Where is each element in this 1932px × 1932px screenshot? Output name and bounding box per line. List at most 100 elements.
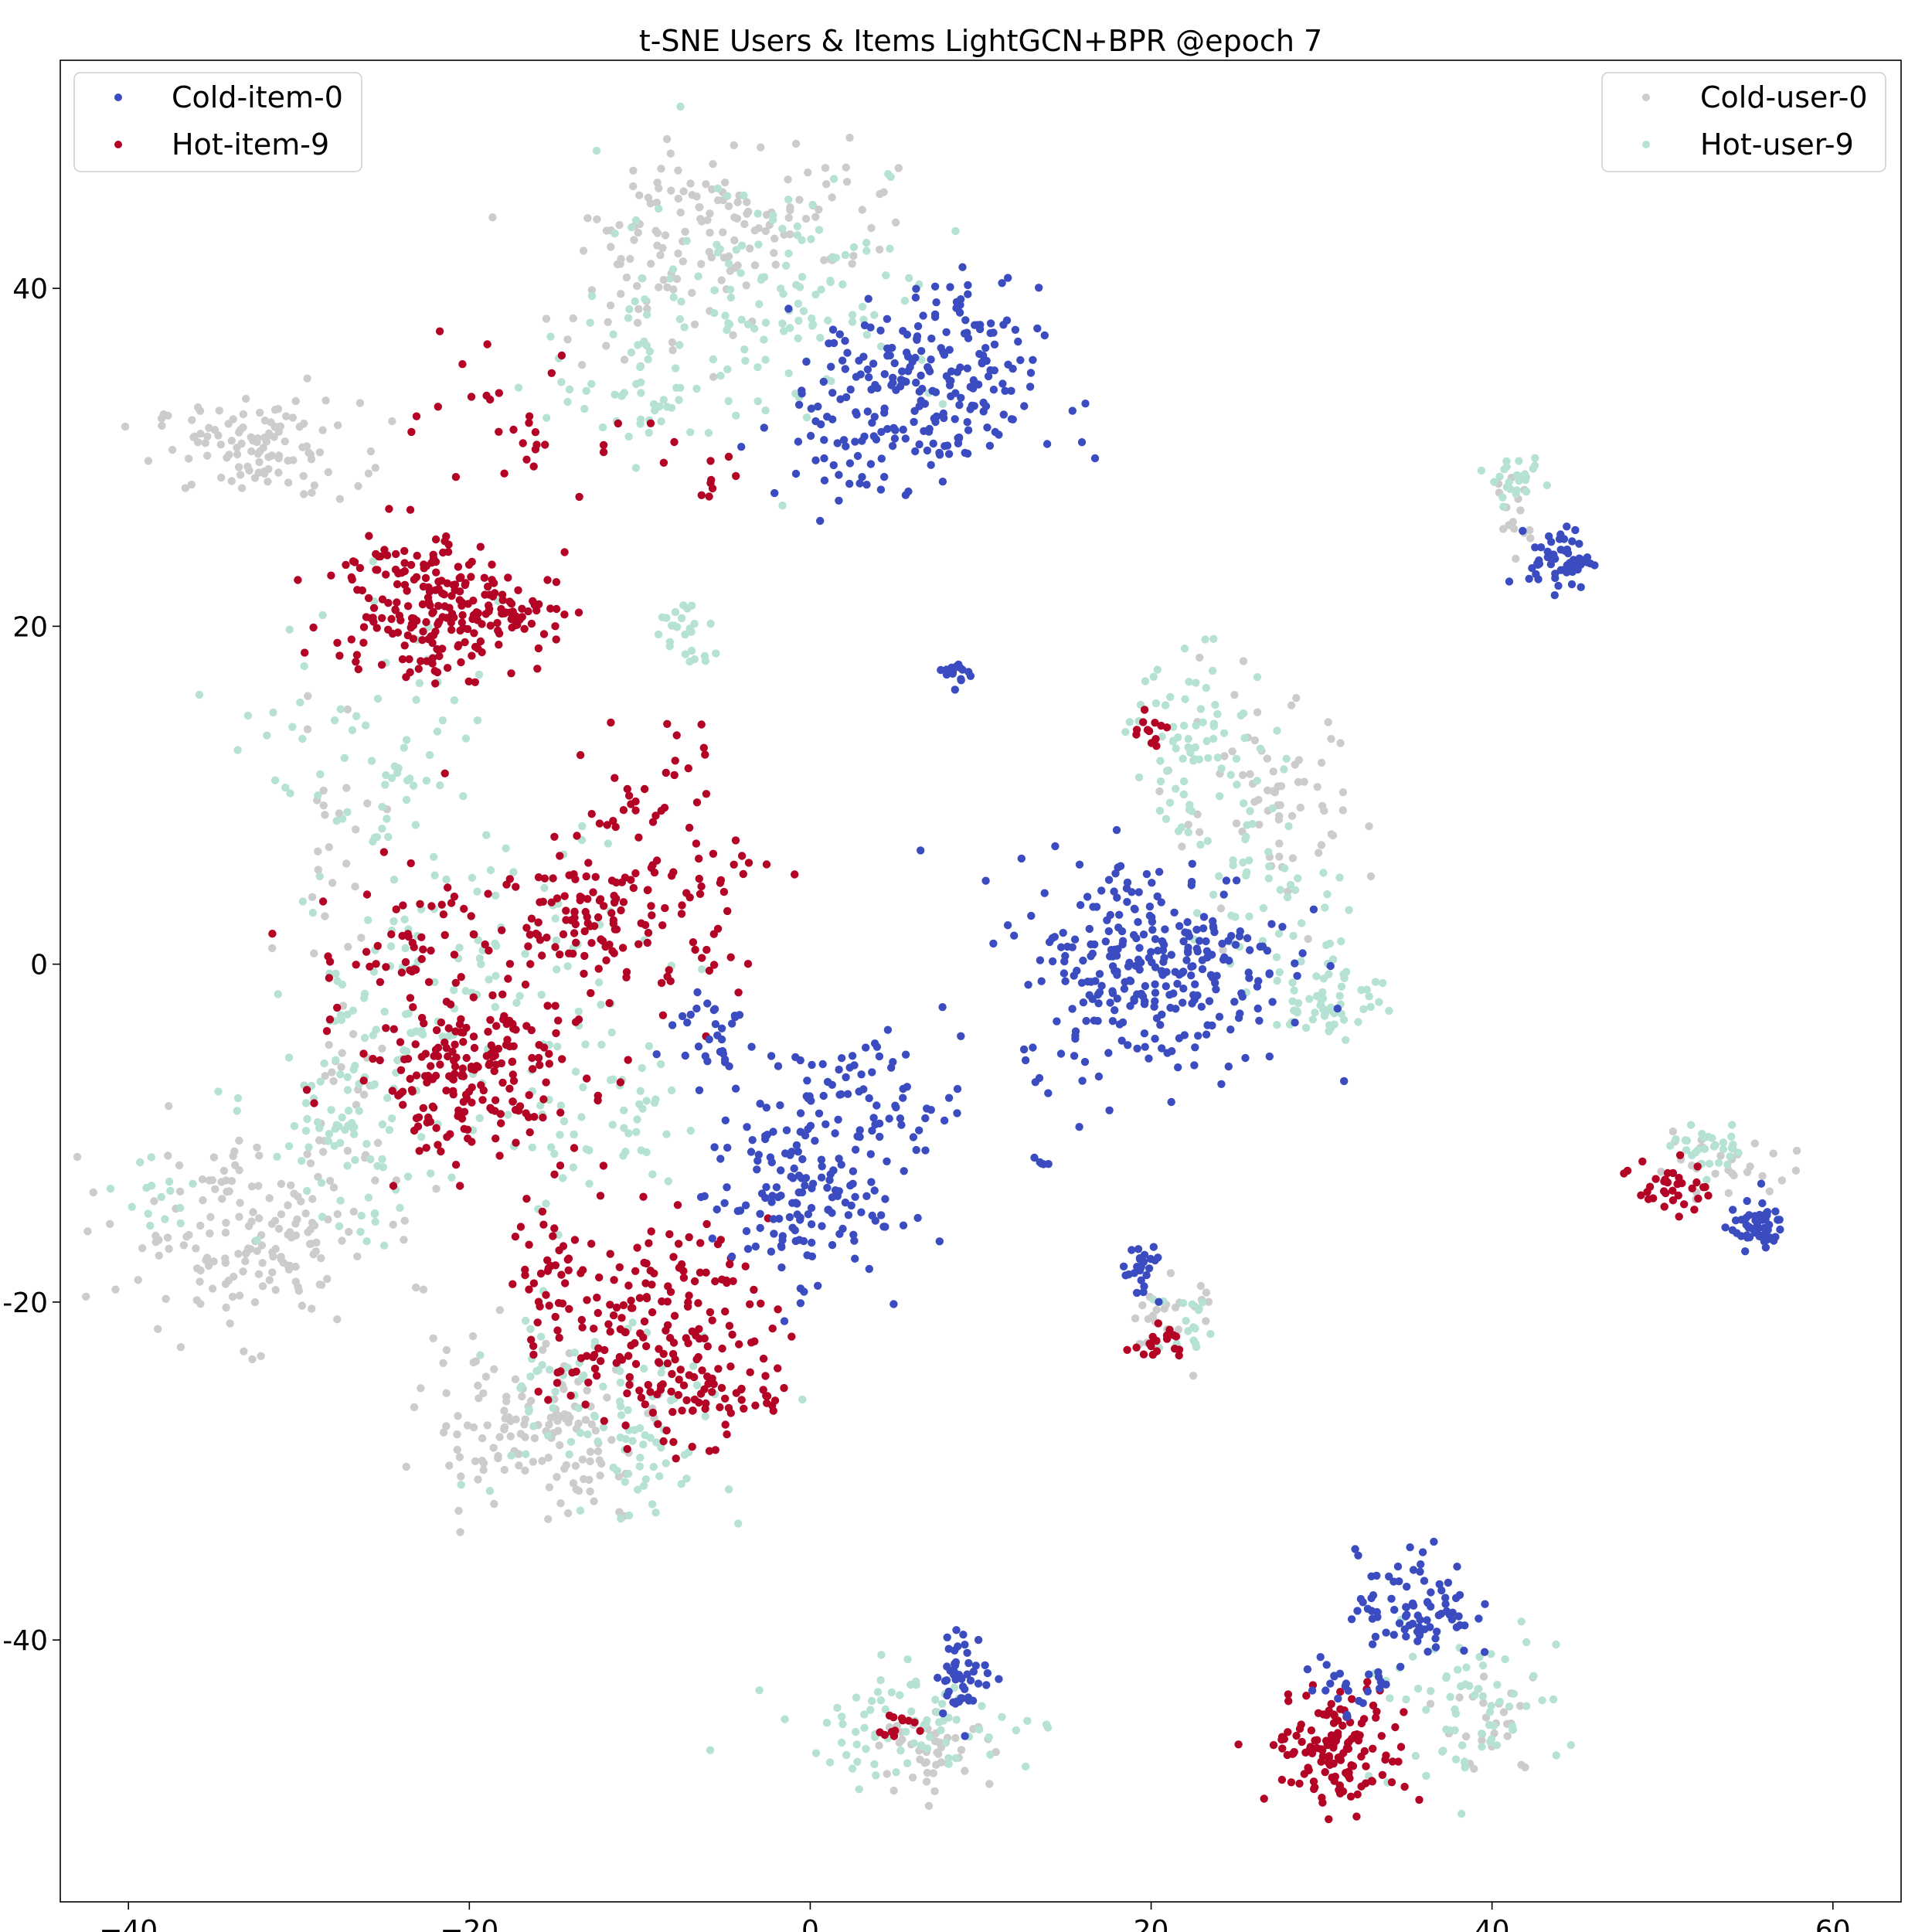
scatter-point <box>1141 677 1150 685</box>
scatter-point <box>817 285 825 294</box>
scatter-point <box>1179 777 1189 786</box>
scatter-point <box>964 426 973 434</box>
scatter-point <box>552 604 561 614</box>
scatter-point <box>723 365 732 374</box>
scatter-point <box>746 244 754 253</box>
scatter-point <box>913 332 922 341</box>
scatter-point <box>1317 758 1326 767</box>
scatter-point <box>1475 1614 1483 1623</box>
scatter-point <box>721 311 730 320</box>
scatter-point <box>1075 1123 1083 1131</box>
scatter-point <box>1094 1016 1102 1026</box>
scatter-point <box>713 1205 721 1214</box>
scatter-point <box>542 315 551 323</box>
scatter-point <box>1550 591 1560 600</box>
scatter-point <box>880 369 889 379</box>
scatter-point <box>843 349 852 357</box>
scatter-point <box>622 273 631 282</box>
scatter-point <box>865 1094 873 1103</box>
scatter-point <box>1538 1696 1546 1705</box>
scatter-point <box>1179 790 1189 799</box>
scatter-point <box>474 936 482 944</box>
scatter-point <box>321 912 329 920</box>
scatter-point <box>1745 1223 1753 1232</box>
scatter-point <box>176 1219 185 1228</box>
scatter-point <box>542 1339 550 1349</box>
scatter-point <box>1758 1172 1767 1181</box>
scatter-point <box>439 910 448 919</box>
scatter-point <box>1478 1743 1486 1751</box>
scatter-point <box>900 376 908 386</box>
scatter-point <box>500 1423 509 1433</box>
scatter-point <box>478 1434 487 1443</box>
scatter-point <box>1711 1169 1719 1179</box>
scatter-point <box>951 415 959 423</box>
scatter-point <box>963 1648 971 1657</box>
scatter-point <box>1368 1640 1377 1648</box>
scatter-point <box>751 1401 760 1410</box>
scatter-point <box>798 1395 807 1404</box>
scatter-point <box>546 1413 555 1422</box>
scatter-point <box>599 1383 607 1391</box>
scatter-point <box>1281 864 1289 872</box>
scatter-point <box>1682 1146 1691 1155</box>
scatter-point <box>702 790 711 798</box>
scatter-point <box>795 1236 804 1244</box>
scatter-point <box>294 1283 302 1291</box>
scatter-point <box>505 1084 514 1093</box>
scatter-point <box>868 1126 876 1135</box>
scatter-point <box>952 662 961 671</box>
scatter-point <box>1763 1211 1771 1219</box>
scatter-point <box>430 1052 438 1060</box>
scatter-point <box>394 569 403 578</box>
scatter-point <box>1499 502 1508 511</box>
scatter-point <box>1369 1701 1378 1710</box>
scatter-point <box>1264 786 1272 794</box>
scatter-point <box>811 213 820 221</box>
scatter-point <box>833 1703 842 1713</box>
scatter-point <box>850 1236 859 1245</box>
scatter-point <box>1161 925 1169 934</box>
scatter-point <box>253 434 262 443</box>
scatter-point <box>373 941 382 951</box>
scatter-point <box>518 1392 526 1401</box>
series-cold-item-0 <box>652 263 1784 1740</box>
scatter-point <box>639 1333 648 1342</box>
scatter-point <box>1294 874 1302 883</box>
scatter-point <box>244 1222 253 1230</box>
scatter-point <box>1111 1006 1119 1015</box>
scatter-point <box>332 969 340 978</box>
scatter-point <box>678 1012 687 1021</box>
scatter-point <box>612 1303 621 1312</box>
scatter-point <box>837 1160 845 1169</box>
scatter-point <box>583 1430 592 1439</box>
scatter-point <box>268 930 277 938</box>
scatter-point <box>963 418 971 427</box>
scatter-point <box>870 1186 879 1195</box>
x-tick-label: 20 <box>1134 1915 1169 1932</box>
scatter-point <box>550 1149 559 1158</box>
scatter-point <box>419 628 427 636</box>
scatter-point <box>865 373 873 382</box>
scatter-point <box>1461 1757 1469 1766</box>
scatter-point <box>858 206 867 214</box>
scatter-point <box>606 301 615 310</box>
scatter-point <box>1230 998 1239 1006</box>
scatter-point <box>1268 998 1277 1006</box>
scatter-point <box>563 397 572 406</box>
scatter-point <box>559 1242 568 1250</box>
scatter-point <box>1011 325 1020 334</box>
scatter-point <box>858 302 867 311</box>
scatter-point <box>1454 1612 1463 1621</box>
scatter-point <box>1769 1149 1777 1158</box>
scatter-point <box>723 1183 731 1192</box>
scatter-point <box>380 1241 389 1250</box>
scatter-point <box>706 457 715 465</box>
scatter-point <box>808 1060 816 1070</box>
scatter-point <box>664 1177 672 1185</box>
scatter-point <box>616 1367 624 1376</box>
scatter-point <box>658 1380 667 1389</box>
scatter-point <box>1275 968 1284 977</box>
scatter-point <box>524 942 532 951</box>
scatter-point <box>686 1010 695 1019</box>
